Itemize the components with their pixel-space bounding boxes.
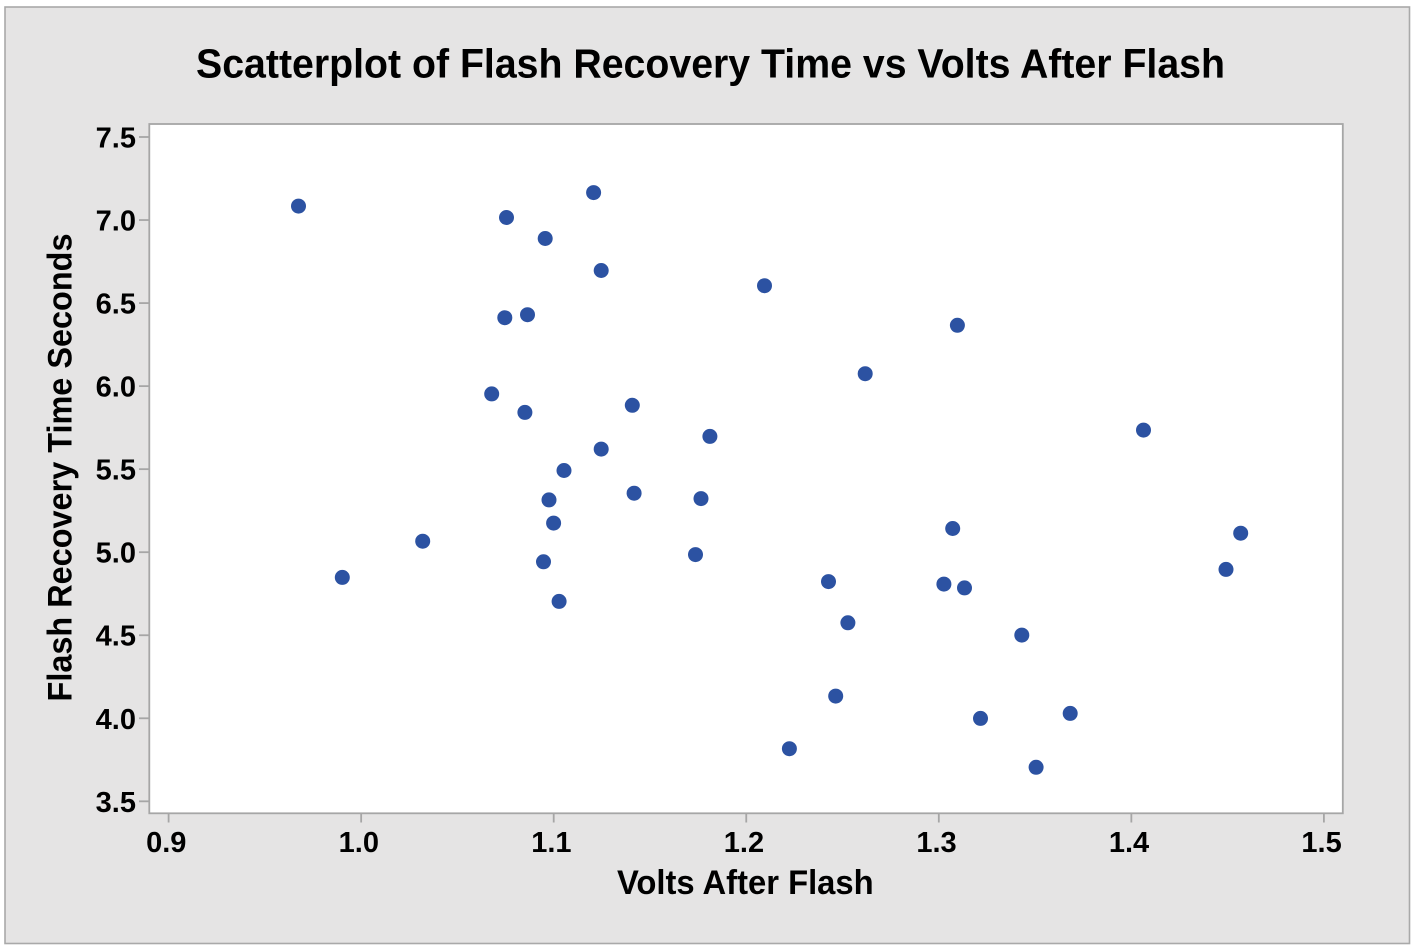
svg-text:5.0: 5.0 bbox=[96, 538, 136, 570]
svg-text:7.0: 7.0 bbox=[96, 206, 136, 238]
svg-text:5.5: 5.5 bbox=[96, 455, 136, 487]
svg-text:6.5: 6.5 bbox=[96, 289, 136, 321]
svg-text:4.0: 4.0 bbox=[96, 704, 136, 736]
svg-text:Flash Recovery Time Seconds: Flash Recovery Time Seconds bbox=[42, 233, 80, 701]
svg-text:3.5: 3.5 bbox=[96, 787, 136, 819]
svg-text:7.5: 7.5 bbox=[96, 123, 136, 155]
svg-text:1.4: 1.4 bbox=[1109, 827, 1149, 859]
svg-text:1.1: 1.1 bbox=[531, 827, 571, 859]
svg-text:Scatterplot of Flash Recovery: Scatterplot of Flash Recovery Time vs Vo… bbox=[196, 41, 1225, 87]
svg-text:Volts After Flash: Volts After Flash bbox=[617, 864, 874, 902]
svg-text:4.5: 4.5 bbox=[96, 621, 136, 653]
svg-text:1.3: 1.3 bbox=[916, 827, 956, 859]
svg-text:0.9: 0.9 bbox=[146, 827, 186, 859]
svg-text:1.0: 1.0 bbox=[339, 827, 379, 859]
svg-text:6.0: 6.0 bbox=[96, 372, 136, 404]
svg-text:1.5: 1.5 bbox=[1301, 827, 1341, 859]
svg-text:1.2: 1.2 bbox=[724, 827, 764, 859]
